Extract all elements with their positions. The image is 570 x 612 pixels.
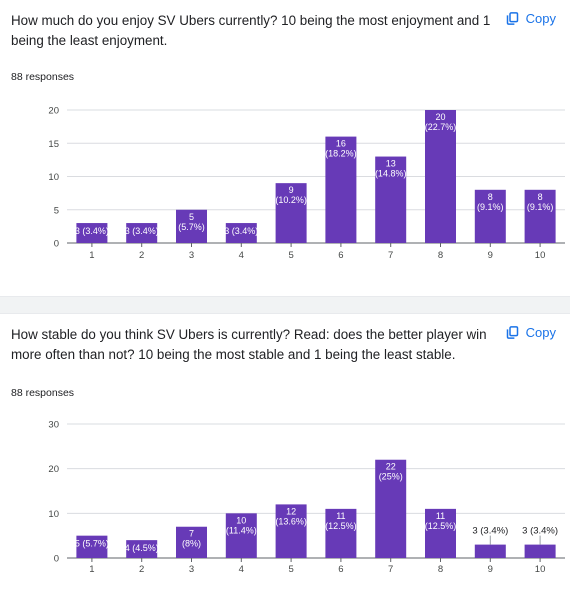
x-tick-label: 3 (189, 564, 194, 575)
data-label: 12 (286, 506, 296, 516)
bar[interactable] (176, 209, 207, 243)
bar[interactable] (375, 459, 407, 558)
bar[interactable] (275, 183, 307, 243)
x-tick-label: 3 (189, 250, 194, 261)
question-title: How stable do you think SV Ubers is curr… (11, 327, 487, 362)
section-divider (0, 296, 570, 314)
data-label: 7 (189, 529, 194, 539)
question-title: How much do you enjoy SV Ubers currently… (11, 13, 491, 48)
y-tick-label: 5 (54, 205, 59, 216)
data-label-percent: (5.7%) (178, 222, 205, 232)
data-label: 3 (3.4%) (75, 226, 109, 236)
x-tick-label: 4 (239, 250, 244, 261)
data-label: 8 (488, 192, 493, 202)
bar[interactable] (425, 508, 456, 558)
x-tick-label: 6 (338, 564, 343, 575)
x-tick-label: 5 (288, 250, 293, 261)
data-label: 11 (436, 511, 445, 521)
y-tick-label: 0 (54, 239, 59, 250)
x-tick-label: 1 (89, 250, 94, 261)
bar[interactable] (325, 508, 357, 558)
data-label: 10 (236, 515, 246, 525)
data-label: 5 (5.7%) (75, 539, 109, 549)
copy-chart-button[interactable]: Copy (505, 11, 556, 26)
y-tick-label: 10 (48, 509, 59, 520)
question-card-1: How much do you enjoy SV Ubers currently… (0, 0, 570, 296)
y-tick-label: 30 (48, 420, 59, 431)
bar[interactable] (76, 223, 108, 243)
data-label: 9 (289, 185, 294, 195)
data-label-percent: (12.5%) (425, 521, 457, 531)
data-label: 22 (386, 462, 396, 472)
bar[interactable] (524, 189, 556, 243)
data-label: 16 (336, 139, 346, 149)
data-label-percent: (9.1%) (477, 202, 504, 212)
bar[interactable] (126, 540, 158, 558)
data-label-percent: (18.2%) (325, 149, 357, 159)
data-label: 20 (435, 112, 445, 122)
data-label: 11 (336, 511, 345, 521)
response-count: 88 responses (11, 387, 75, 399)
bar[interactable] (425, 110, 456, 243)
x-tick-label: 7 (388, 564, 393, 575)
bar[interactable] (76, 535, 108, 558)
bar[interactable] (325, 136, 357, 243)
bar[interactable] (474, 189, 506, 243)
copy-chart-button[interactable]: Copy (505, 325, 556, 340)
data-label-percent: (8%) (182, 539, 201, 549)
data-label-percent: (9.1%) (527, 202, 554, 212)
data-label-percent: (11.4%) (226, 525, 257, 535)
bar[interactable] (225, 513, 257, 558)
response-count: 88 responses (11, 71, 75, 83)
question-card-2: How stable do you think SV Ubers is curr… (0, 314, 570, 612)
data-label-percent: (25%) (379, 472, 403, 482)
x-tick-label: 10 (535, 250, 546, 261)
x-tick-label: 2 (139, 250, 144, 261)
x-tick-label: 1 (89, 564, 94, 575)
data-label: 3 (3.4%) (522, 526, 558, 537)
y-tick-label: 15 (48, 139, 59, 150)
copy-button-label: Copy (525, 325, 556, 340)
data-label: 5 (189, 212, 194, 222)
x-tick-label: 10 (535, 564, 546, 575)
y-tick-label: 0 (54, 554, 59, 565)
bar[interactable] (275, 504, 307, 558)
data-label: 3 (3.4%) (472, 526, 508, 537)
bar[interactable] (375, 156, 407, 243)
copy-icon (506, 326, 518, 339)
x-tick-label: 9 (488, 250, 493, 261)
data-label-percent: (14.8%) (375, 169, 407, 179)
data-label: 13 (386, 159, 396, 169)
data-label-percent: (12.5%) (325, 521, 357, 531)
data-label-percent: (10.2%) (275, 195, 307, 205)
x-tick-label: 5 (288, 564, 293, 575)
x-tick-label: 7 (388, 250, 393, 261)
data-label-percent: (13.6%) (275, 516, 307, 526)
data-label: 8 (538, 192, 543, 202)
y-tick-label: 10 (48, 172, 59, 183)
x-tick-label: 4 (239, 564, 244, 575)
bar[interactable] (126, 223, 158, 243)
x-tick-label: 9 (488, 564, 493, 575)
x-tick-label: 8 (438, 564, 443, 575)
bar[interactable] (176, 526, 207, 558)
y-tick-label: 20 (48, 464, 59, 475)
x-tick-label: 8 (438, 250, 443, 261)
copy-button-label: Copy (525, 11, 556, 26)
copy-icon (506, 12, 518, 25)
bar[interactable] (225, 223, 257, 243)
x-tick-label: 2 (139, 564, 144, 575)
bar[interactable] (524, 544, 556, 558)
bar[interactable] (474, 544, 506, 558)
x-tick-label: 6 (338, 250, 343, 261)
data-label: 4 (4.5%) (125, 543, 159, 553)
y-tick-label: 20 (48, 106, 59, 117)
data-label: 3 (3.4%) (224, 226, 258, 236)
data-label-percent: (22.7%) (425, 122, 457, 132)
data-label: 3 (3.4%) (125, 226, 159, 236)
